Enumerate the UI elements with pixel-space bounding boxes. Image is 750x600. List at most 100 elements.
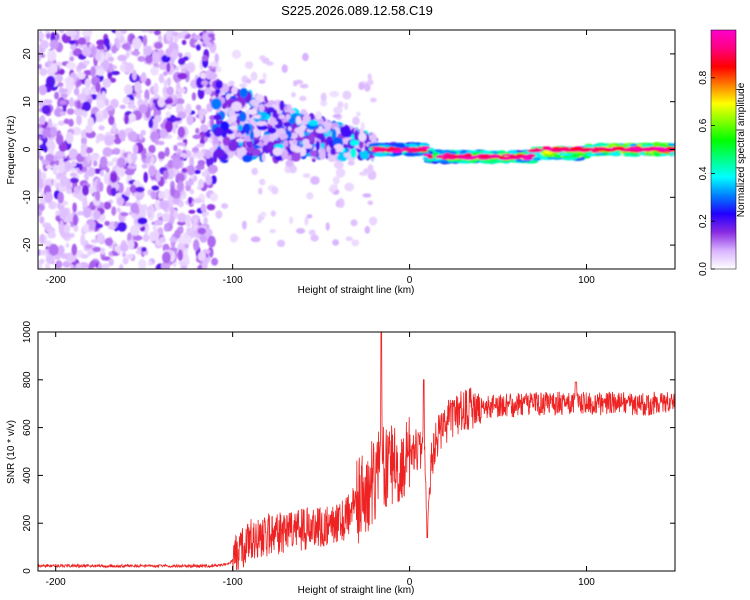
heatmap-cell <box>87 117 94 128</box>
heatmap-cell <box>427 155 434 159</box>
heatmap-cell <box>112 147 121 155</box>
heatmap-cell <box>95 137 100 144</box>
heatmap-cell <box>222 136 231 146</box>
heatmap-cell <box>150 190 157 200</box>
heatmap-cell <box>38 85 47 96</box>
heatmap-cell <box>170 206 175 217</box>
heatmap-cell <box>418 149 428 153</box>
heatmap-cell <box>295 115 302 125</box>
heatmap-cell <box>198 114 204 121</box>
heatmap-cell <box>110 172 118 183</box>
heatmap-cell <box>119 263 124 269</box>
heatmap-cell <box>211 257 219 266</box>
heatmap-cell <box>291 92 296 98</box>
heatmap-cell <box>178 52 183 58</box>
heatmap-cell <box>52 164 58 175</box>
heatmap-cell <box>367 79 374 86</box>
heatmap-cell <box>42 222 52 229</box>
colorbar-tick-label: 0.0 <box>698 262 709 276</box>
heatmap-cell <box>179 156 184 161</box>
heatmap-cell <box>304 216 309 226</box>
heatmap-cell <box>108 115 115 126</box>
heatmap-cell <box>390 149 404 153</box>
colorbar: 0.0 0.2 0.4 0.6 0.8 Normalized spectral ampl… <box>698 29 747 276</box>
heatmap-cell <box>228 125 238 130</box>
heatmap-cell <box>302 114 311 123</box>
heatmap-cell <box>157 151 166 160</box>
heatmap-cell <box>145 152 154 157</box>
heatmap-cell <box>176 93 183 98</box>
heatmap-cell <box>194 197 202 204</box>
heatmap-cell <box>552 146 562 149</box>
heatmap-cell <box>252 127 261 138</box>
heatmap-cell <box>82 30 93 37</box>
heatmap-cell <box>200 72 207 79</box>
heatmap-cell <box>163 223 170 232</box>
heatmap-cell <box>43 145 48 153</box>
heatmap-cell <box>138 104 148 114</box>
heatmap-cell <box>279 133 289 140</box>
heatmap-cell <box>120 137 126 142</box>
heatmap-cell <box>501 159 511 163</box>
heatmap-cell <box>75 263 83 269</box>
heatmap-cell <box>165 48 172 57</box>
heatmap-cell <box>270 210 276 217</box>
heatmap-cell <box>106 43 111 51</box>
heatmap-cell <box>208 164 218 174</box>
heatmap-cell <box>38 139 43 146</box>
heatmap-y-tick-label: 10 <box>22 96 33 108</box>
heatmap-cell <box>162 251 171 264</box>
heatmap-cell <box>59 175 68 187</box>
heatmap-cell <box>163 71 168 76</box>
heatmap-cell <box>123 191 131 196</box>
heatmap-cell <box>256 218 262 224</box>
heatmap-cell <box>483 159 498 164</box>
heatmap-cell <box>579 148 591 151</box>
heatmap-cell <box>550 149 562 153</box>
heatmap-cell <box>310 234 319 242</box>
heatmap-cell <box>95 190 101 202</box>
heatmap-cell <box>159 236 166 243</box>
heatmap-cell <box>299 83 309 89</box>
heatmap-cell <box>191 92 197 101</box>
heatmap-cell <box>124 114 129 125</box>
heatmap-cell <box>65 85 72 96</box>
heatmap-cell <box>283 121 291 127</box>
heatmap-cell <box>631 147 641 150</box>
heatmap-cell <box>258 103 265 113</box>
heatmap-cell <box>201 211 207 218</box>
heatmap-cell <box>167 168 175 180</box>
heatmap-cell <box>358 139 364 149</box>
heatmap-cell <box>163 79 168 86</box>
heatmap-cell <box>154 137 159 146</box>
heatmap-cell <box>358 82 365 90</box>
heatmap-cell <box>39 216 45 224</box>
heatmap-cell <box>363 168 369 174</box>
heatmap-cell <box>116 207 121 213</box>
heatmap-cell <box>266 141 275 151</box>
heatmap-cell <box>569 146 583 151</box>
heatmap-cell <box>296 228 306 234</box>
heatmap-cell <box>197 87 205 100</box>
heatmap-cell <box>300 146 307 157</box>
heatmap-cell <box>66 108 75 115</box>
heatmap-cell <box>122 96 131 105</box>
heatmap-cell <box>281 150 287 160</box>
heatmap-cell <box>333 160 344 169</box>
heatmap-cell <box>76 72 86 80</box>
heatmap-y-tick-label: 20 <box>22 48 33 60</box>
heatmap-cell <box>332 114 342 119</box>
heatmap-cell <box>358 132 367 142</box>
heatmap-cell <box>386 147 401 151</box>
heatmap-cell <box>250 71 258 81</box>
heatmap-cell <box>596 143 609 147</box>
heatmap-cell <box>306 192 314 200</box>
snr-y-tick-label: 1000 <box>22 320 33 343</box>
heatmap-cell <box>39 115 46 125</box>
heatmap-cell <box>157 140 165 146</box>
heatmap-cell <box>147 209 154 216</box>
heatmap-cell <box>201 80 209 86</box>
heatmap-cell <box>180 66 186 75</box>
